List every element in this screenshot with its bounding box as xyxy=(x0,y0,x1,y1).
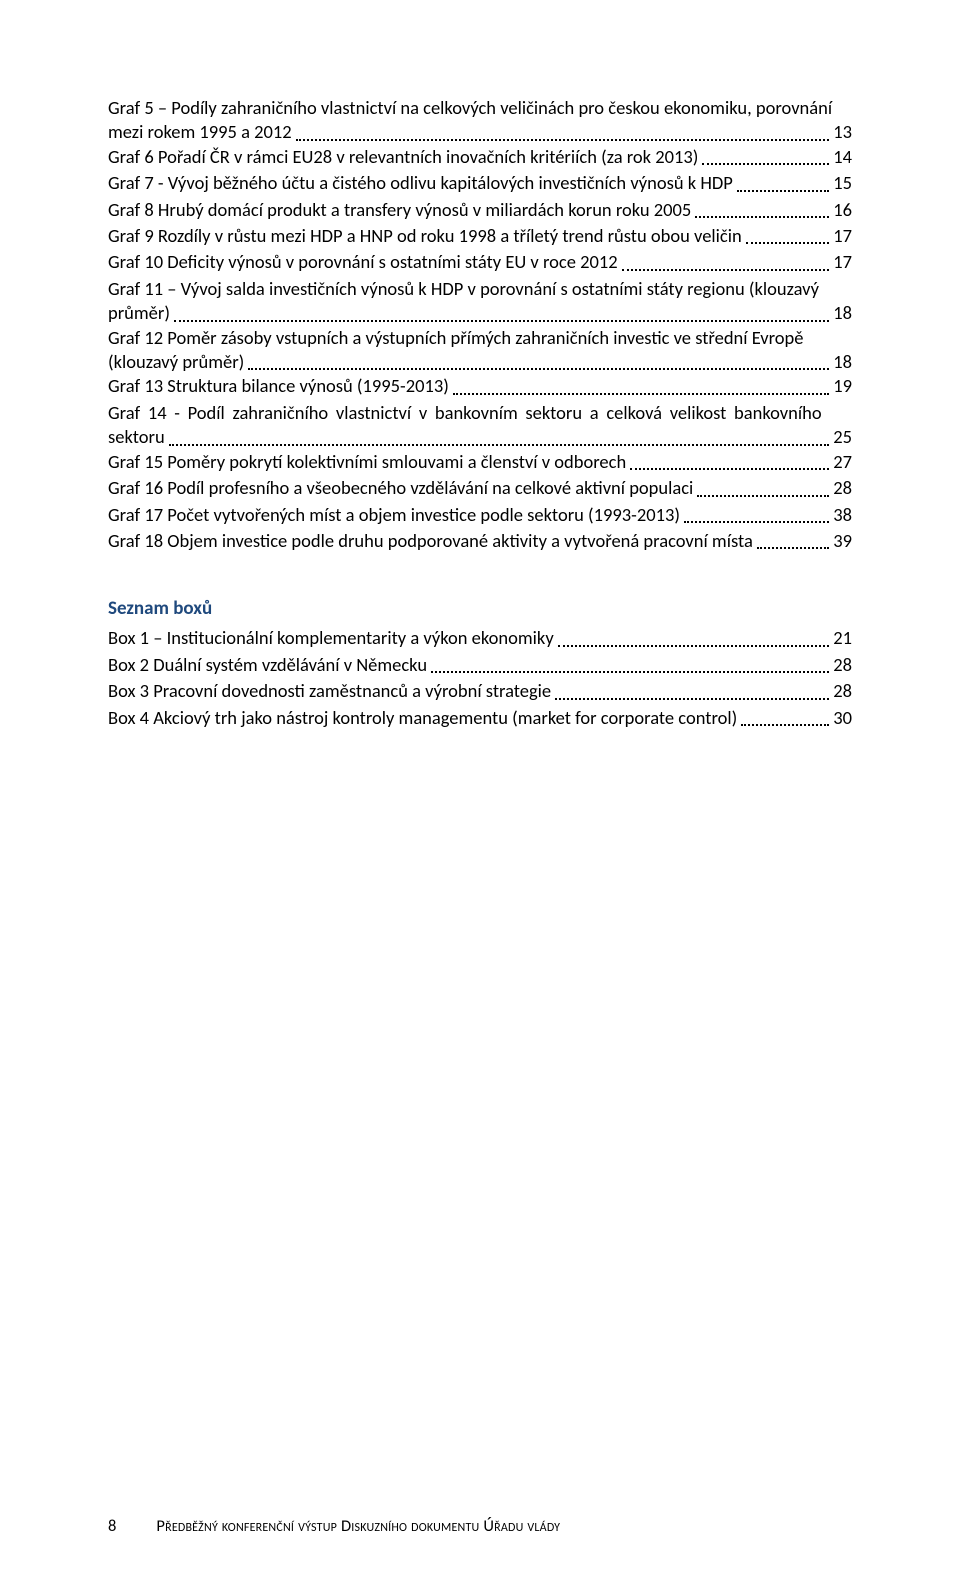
graf-entry: Graf 9 Rozdíly v růstu mezi HDP a HNP od… xyxy=(108,224,852,248)
leader-dots xyxy=(248,354,829,371)
leader-dots xyxy=(174,305,829,322)
box-entry: Box 4 Akciový trh jako nástroj kontroly … xyxy=(108,706,852,730)
footer-text: Předběžný konferenční výstup Diskuzního … xyxy=(156,1516,560,1536)
graf-label-line1: Graf 5 – Podíly zahraničního vlastnictví… xyxy=(108,96,852,120)
footer-page-number: 8 xyxy=(108,1516,116,1536)
graf-page-number: 14 xyxy=(833,145,852,169)
box-page-number: 21 xyxy=(833,626,852,650)
graf-page-number: 25 xyxy=(833,425,852,449)
box-label: Box 3 Pracovní dovednosti zaměstnanců a … xyxy=(108,679,551,703)
graf-entry: Graf 18 Objem investice podle druhu podp… xyxy=(108,529,852,553)
graf-label: Graf 6 Pořadí ČR v rámci EU28 v relevant… xyxy=(108,145,698,169)
leader-dots xyxy=(737,175,829,192)
graf-page-number: 28 xyxy=(833,476,852,500)
graf-label: Graf 10 Deficity výnosů v porovnání s os… xyxy=(108,250,618,274)
graf-page-number: 18 xyxy=(833,350,852,374)
list-of-figures: Graf 5 – Podíly zahraničního vlastnictví… xyxy=(108,96,852,553)
box-entry: Box 1 – Institucionální komplementarity … xyxy=(108,626,852,650)
box-entry: Box 2 Duální systém vzdělávání v Německu… xyxy=(108,653,852,677)
graf-page-number: 27 xyxy=(833,450,852,474)
leader-dots xyxy=(431,656,829,673)
graf-page-number: 17 xyxy=(833,224,852,248)
graf-page-number: 19 xyxy=(833,374,852,398)
graf-label: Graf 18 Objem investice podle druhu podp… xyxy=(108,529,753,553)
leader-dots xyxy=(296,124,830,141)
graf-page-number: 18 xyxy=(833,301,852,325)
box-label: Box 2 Duální systém vzdělávání v Německu xyxy=(108,653,427,677)
leader-dots xyxy=(622,254,830,271)
graf-entry: Graf 6 Pořadí ČR v rámci EU28 v relevant… xyxy=(108,145,852,169)
graf-page-number: 16 xyxy=(833,198,852,222)
graf-page-number: 15 xyxy=(833,171,852,195)
graf-label: Graf 17 Počet vytvořených míst a objem i… xyxy=(108,503,680,527)
graf-entry: Graf 7 - Vývoj běžného účtu a čistého od… xyxy=(108,171,852,195)
list-of-boxes: Box 1 – Institucionální komplementarity … xyxy=(108,626,852,730)
graf-entry: Graf 15 Poměry pokrytí kolektivními smlo… xyxy=(108,450,852,474)
graf-page-number: 17 xyxy=(833,250,852,274)
leader-dots xyxy=(702,149,829,166)
box-page-number: 28 xyxy=(833,679,852,703)
box-label: Box 4 Akciový trh jako nástroj kontroly … xyxy=(108,706,737,730)
box-label: Box 1 – Institucionální komplementarity … xyxy=(108,626,554,650)
graf-entry: Graf 11 – Vývoj salda investičních výnos… xyxy=(108,277,852,326)
leader-dots xyxy=(630,453,829,470)
graf-entry: Graf 14 - Podíl zahraničního vlastnictví… xyxy=(108,401,852,450)
leader-dots xyxy=(453,378,829,395)
leader-dots xyxy=(741,709,829,726)
graf-label-line1: Graf 14 - Podíl zahraničního vlastnictví… xyxy=(108,401,852,425)
leader-dots xyxy=(697,480,829,497)
graf-label: Graf 15 Poměry pokrytí kolektivními smlo… xyxy=(108,450,626,474)
graf-entry: Graf 10 Deficity výnosů v porovnání s os… xyxy=(108,250,852,274)
graf-label-line2: mezi rokem 1995 a 2012 xyxy=(108,120,292,144)
graf-page-number: 13 xyxy=(833,120,852,144)
graf-label: Graf 9 Rozdíly v růstu mezi HDP a HNP od… xyxy=(108,224,742,248)
graf-label-line2: (klouzavý průměr) xyxy=(108,350,244,374)
graf-entry: Graf 16 Podíl profesního a všeobecného v… xyxy=(108,476,852,500)
page-footer: 8 Předběžný konferenční výstup Diskuzníh… xyxy=(108,1516,852,1536)
leader-dots xyxy=(558,630,830,647)
box-page-number: 28 xyxy=(833,653,852,677)
box-page-number: 30 xyxy=(833,706,852,730)
leader-dots xyxy=(695,201,829,218)
graf-label: Graf 16 Podíl profesního a všeobecného v… xyxy=(108,476,693,500)
graf-entry: Graf 17 Počet vytvořených míst a objem i… xyxy=(108,503,852,527)
leader-dots xyxy=(169,429,830,446)
graf-label: Graf 13 Struktura bilance výnosů (1995-2… xyxy=(108,374,449,398)
leader-dots xyxy=(746,228,830,245)
graf-entry: Graf 8 Hrubý domácí produkt a transfery … xyxy=(108,198,852,222)
boxes-heading: Seznam boxů xyxy=(108,597,852,620)
graf-label-line1: Graf 12 Poměr zásoby vstupních a výstupn… xyxy=(108,326,852,350)
graf-label-line2: sektoru xyxy=(108,425,165,449)
leader-dots xyxy=(684,506,829,523)
leader-dots xyxy=(757,533,829,550)
leader-dots xyxy=(555,683,829,700)
graf-label: Graf 8 Hrubý domácí produkt a transfery … xyxy=(108,198,691,222)
graf-page-number: 38 xyxy=(833,503,852,527)
box-entry: Box 3 Pracovní dovednosti zaměstnanců a … xyxy=(108,679,852,703)
graf-label: Graf 7 - Vývoj běžného účtu a čistého od… xyxy=(108,171,733,195)
graf-entry: Graf 5 – Podíly zahraničního vlastnictví… xyxy=(108,96,852,145)
graf-label-line2: průměr) xyxy=(108,301,170,325)
graf-entry: Graf 13 Struktura bilance výnosů (1995-2… xyxy=(108,374,852,398)
graf-entry: Graf 12 Poměr zásoby vstupních a výstupn… xyxy=(108,326,852,375)
graf-page-number: 39 xyxy=(833,529,852,553)
graf-label-line1: Graf 11 – Vývoj salda investičních výnos… xyxy=(108,277,852,301)
